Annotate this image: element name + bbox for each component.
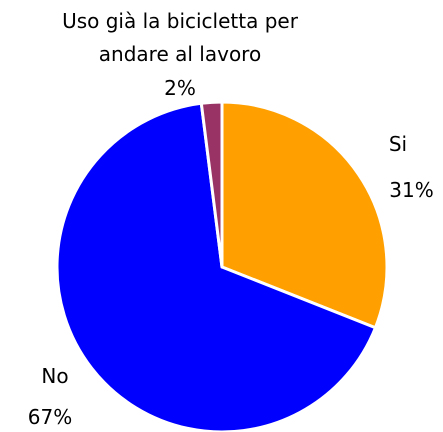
pie-slice <box>55 101 377 432</box>
value-label: 2% <box>164 76 196 100</box>
value-label: 67% <box>27 405 73 429</box>
slice-label: No <box>41 364 69 388</box>
slice-label: Uso già la bicicletta per andare al lavo… <box>62 9 298 66</box>
pie-slice <box>220 100 389 330</box>
value-label: 31% <box>389 178 434 202</box>
pie-slice <box>199 100 224 269</box>
slice-label: Si <box>388 132 408 156</box>
